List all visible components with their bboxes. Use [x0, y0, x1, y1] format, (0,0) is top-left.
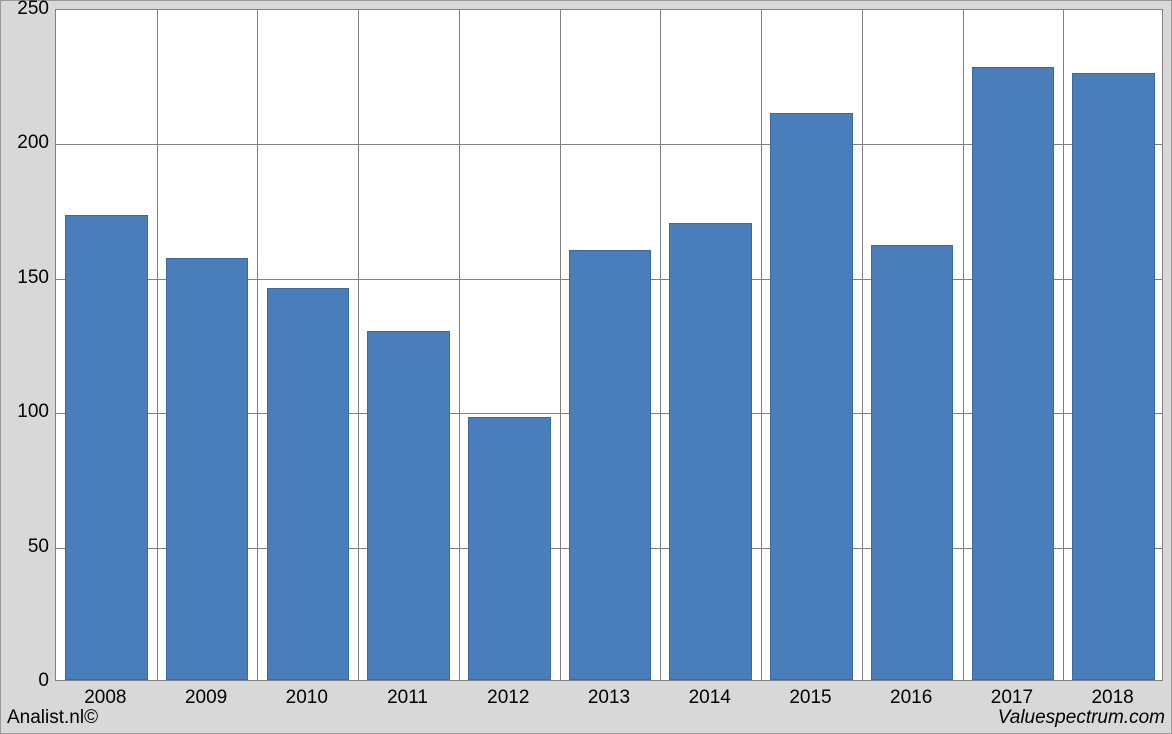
x-axis-tick-label: 2013: [588, 687, 630, 709]
x-axis-tick-label: 2010: [286, 687, 328, 709]
x-axis-tick-label: 2015: [789, 687, 831, 709]
gridline-vertical: [963, 10, 964, 680]
chart-container: Analist.nl© Valuespectrum.com 0 50 100 150 2…: [0, 0, 1172, 734]
bar: [468, 417, 551, 680]
y-axis-tick-label: 150: [7, 267, 49, 289]
y-axis-tick-label: 200: [7, 132, 49, 154]
bar: [972, 67, 1055, 680]
x-axis-tick-label: 2018: [1091, 687, 1133, 709]
bar: [569, 250, 652, 680]
footer-left-credit: Analist.nl©: [7, 707, 98, 729]
bar: [65, 215, 148, 680]
footer-right-credit: Valuespectrum.com: [998, 707, 1165, 729]
y-axis-tick-label: 0: [7, 670, 49, 692]
bar: [1072, 73, 1155, 680]
x-axis-tick-label: 2011: [387, 687, 428, 709]
bar: [166, 258, 249, 680]
x-axis-tick-label: 2016: [890, 687, 932, 709]
x-axis-tick-label: 2008: [84, 687, 126, 709]
x-axis-tick-label: 2012: [487, 687, 529, 709]
bar: [367, 331, 450, 680]
gridline-vertical: [660, 10, 661, 680]
gridline-vertical: [560, 10, 561, 680]
x-axis-tick-label: 2009: [185, 687, 227, 709]
gridline-vertical: [358, 10, 359, 680]
x-axis-tick-label: 2017: [991, 687, 1033, 709]
bar: [770, 113, 853, 680]
plot-area: [55, 9, 1163, 681]
gridline-vertical: [862, 10, 863, 680]
y-axis-tick-label: 250: [7, 0, 49, 20]
gridline-vertical: [761, 10, 762, 680]
y-axis-tick-label: 100: [7, 401, 49, 423]
bar: [871, 245, 954, 680]
gridline-vertical: [459, 10, 460, 680]
gridline-vertical: [1063, 10, 1064, 680]
gridline-vertical: [257, 10, 258, 680]
gridline-vertical: [157, 10, 158, 680]
bar: [669, 223, 752, 680]
y-axis-tick-label: 50: [7, 536, 49, 558]
bar: [267, 288, 350, 680]
x-axis-tick-label: 2014: [689, 687, 731, 709]
